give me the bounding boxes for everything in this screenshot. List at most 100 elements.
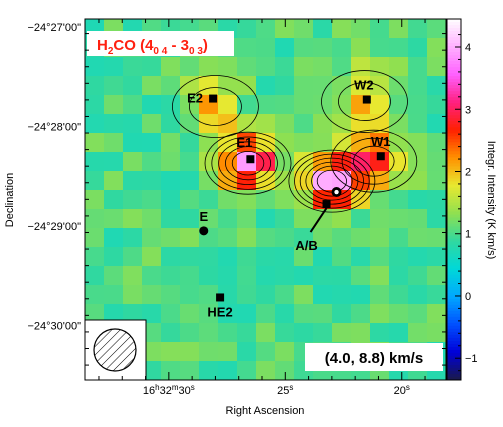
heatmap-cell [218, 57, 238, 77]
heatmap-cell [408, 209, 428, 229]
heatmap-cell [161, 152, 181, 172]
heatmap-cell [389, 57, 409, 77]
heatmap-cell [218, 342, 238, 362]
heatmap-cell [351, 171, 371, 191]
heatmap-cell [427, 228, 446, 248]
heatmap-cell [313, 171, 333, 191]
colorbar-segment [447, 100, 461, 104]
colorbar-segment [447, 130, 461, 134]
colorbar-segment [447, 55, 461, 59]
heatmap-cell [294, 19, 314, 39]
heatmap-cell [275, 323, 295, 343]
heatmap-cell [408, 152, 428, 172]
heatmap-cell [104, 247, 124, 267]
colorbar-segment [447, 265, 461, 270]
x-axis-label: Right Ascension [226, 405, 305, 417]
heatmap-cell [351, 38, 371, 58]
heatmap-cell [313, 323, 333, 343]
colorbar-segment [447, 145, 461, 149]
heatmap-cell [313, 76, 333, 96]
molecule-title: H2CO (40 4 - 30 3) [87, 31, 234, 57]
colorbar-segment [447, 226, 461, 231]
heatmap-cell [85, 285, 105, 305]
heatmap-cell [294, 190, 314, 210]
colorbar-segment [447, 295, 461, 300]
heatmap-cell [256, 247, 276, 267]
heatmap-cell [161, 361, 181, 380]
heatmap-cell [180, 114, 200, 134]
heatmap-cell [161, 57, 181, 77]
colorbar-segment [447, 247, 461, 252]
heatmap-cell [237, 19, 257, 39]
heatmap-cell [313, 114, 333, 134]
y-tick-label: −24°30'00" [27, 320, 81, 332]
colorbar-tick-label: −1 [465, 353, 478, 365]
colorbar-segment [447, 319, 461, 324]
heatmap-cell [351, 304, 371, 324]
colorbar-segment [447, 88, 461, 92]
contour-level [330, 129, 418, 193]
x-tick-label: 16h32m30s [143, 383, 195, 397]
colorbar-tick-label: 2 [465, 166, 471, 178]
heatmap-cell [237, 266, 257, 286]
heatmap-cell [218, 171, 238, 191]
colorbar-segment [447, 115, 461, 119]
heatmap-cell [199, 190, 219, 210]
heatmap-cell [389, 247, 409, 267]
heatmap-cell [370, 304, 390, 324]
heatmap-cell [351, 228, 371, 248]
heatmap-cell [389, 76, 409, 96]
heatmap-cell [123, 247, 143, 267]
colorbar-segment [447, 40, 461, 44]
heatmap-cell [104, 285, 124, 305]
colorbar-segment [447, 91, 461, 95]
heatmap-cell [237, 304, 257, 324]
heatmap-cell [256, 114, 276, 134]
heatmap-cell [123, 209, 143, 229]
colorbar-segment [447, 259, 461, 264]
heatmap-cell [351, 19, 371, 39]
heatmap-cell [370, 247, 390, 267]
colorbar-segment [447, 316, 461, 321]
heatmap-cell [275, 19, 295, 39]
title-part: - 3 [167, 37, 189, 54]
heatmap-cell [256, 95, 276, 115]
heatmap-cell [313, 266, 333, 286]
heatmap-cell [427, 38, 446, 58]
beam-ellipse [93, 328, 137, 372]
velocity-range-label: (4.0, 8.8) km/s [305, 343, 443, 371]
heatmap-cell [313, 95, 333, 115]
heatmap-cell [389, 171, 409, 191]
heatmap-cell [275, 304, 295, 324]
colorbar-segment [447, 340, 461, 345]
heatmap-cell [332, 228, 352, 248]
contour-level [172, 75, 259, 138]
colorbar-segment [447, 196, 461, 200]
heatmap-cell [427, 57, 446, 77]
heatmap-cell [389, 228, 409, 248]
source-label: E2 [187, 91, 203, 106]
heatmap-cell [104, 57, 124, 77]
heatmap-cell [351, 76, 371, 96]
colorbar-segment [447, 121, 461, 125]
heatmap-cell [104, 114, 124, 134]
colorbar-segment [447, 175, 461, 179]
heatmap-cell [123, 228, 143, 248]
heatmap-cell [161, 171, 181, 191]
contour-level [341, 137, 406, 185]
heatmap-cell [351, 114, 371, 134]
title-part: H [97, 37, 108, 54]
colorbar-segment [447, 310, 461, 315]
heatmap-cell [85, 95, 105, 115]
colorbar-segment [447, 76, 461, 80]
colorbar-segment [447, 346, 461, 351]
heatmap-cell [351, 190, 371, 210]
heatmap-cell [237, 247, 257, 267]
axis-ticks: 16h32m30s 25s 20s −24°27'00" −24°28'00" −24°2… [27, 19, 446, 397]
heatmap-cell [427, 171, 446, 191]
heatmap-cell [275, 57, 295, 77]
heatmap-cell [142, 209, 162, 229]
colorbar-segment [447, 358, 461, 363]
colorbar-segment [447, 271, 461, 276]
